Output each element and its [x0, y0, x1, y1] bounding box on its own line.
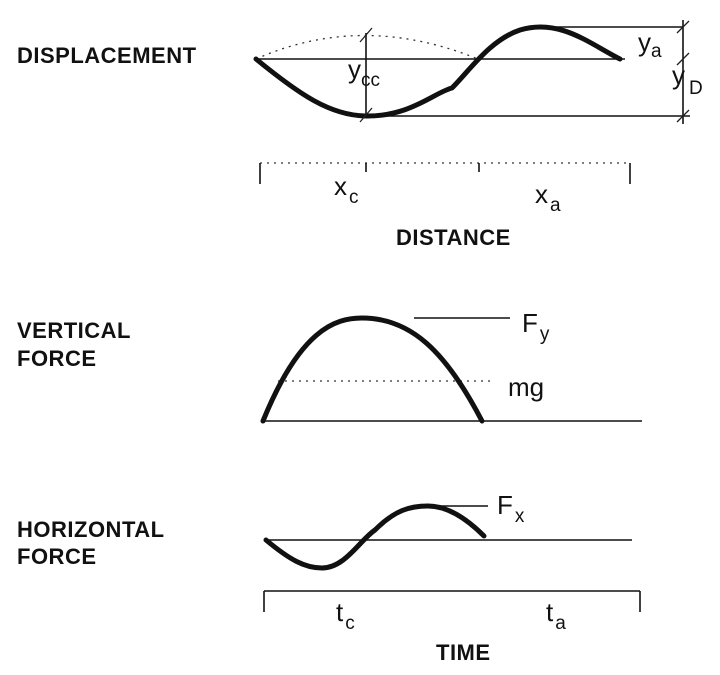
ycc-tick-bottom — [359, 107, 373, 123]
displacement-title: DISPLACEMENT — [17, 43, 197, 68]
ya-tick-top — [676, 20, 690, 34]
horizontal-force-plot — [263, 503, 632, 571]
displacement-curve — [253, 24, 623, 119]
ya-tick-bottom — [676, 52, 690, 66]
vertical-force-title-line1: VERTICAL — [17, 318, 131, 343]
distance-axis-label: DISTANCE — [396, 225, 511, 250]
time-bracket — [263, 590, 641, 612]
horizontal-force-title-line1: HORIZONTAL — [17, 517, 165, 542]
vertical-force-curve — [260, 315, 485, 424]
ycc-label: ycc — [348, 54, 380, 91]
yd-tick-bottom — [676, 109, 690, 123]
horizontal-force-title-line2: FORCE — [17, 544, 97, 569]
horizontal-force-curve — [263, 503, 487, 571]
displacement-plot — [253, 20, 690, 124]
displacement-dotted-arc — [255, 34, 479, 60]
vertical-force-plot — [260, 315, 642, 424]
ya-label: ya — [638, 27, 662, 62]
distance-bracket — [259, 162, 631, 184]
vertical-force-title-line2: FORCE — [17, 346, 97, 371]
mg-label: mg — [508, 372, 544, 402]
time-axis-label: TIME — [436, 640, 491, 665]
ycc-tick-top — [359, 27, 373, 43]
